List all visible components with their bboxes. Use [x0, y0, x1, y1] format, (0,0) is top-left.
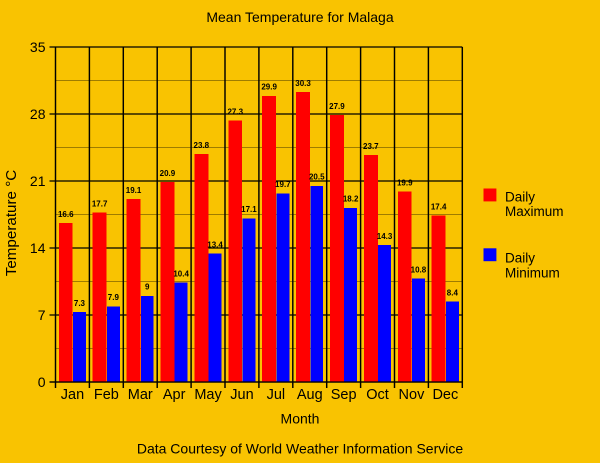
svg-text:0: 0: [38, 374, 46, 390]
svg-text:Daily: Daily: [505, 190, 535, 205]
svg-text:27.9: 27.9: [329, 102, 345, 111]
svg-text:10.4: 10.4: [173, 269, 189, 278]
svg-text:7.9: 7.9: [108, 293, 120, 302]
svg-text:13.4: 13.4: [207, 241, 223, 250]
svg-text:17.4: 17.4: [431, 202, 447, 211]
svg-text:23.8: 23.8: [194, 141, 210, 150]
svg-text:19.7: 19.7: [275, 180, 291, 189]
svg-text:Jan: Jan: [61, 387, 84, 403]
svg-text:7.3: 7.3: [74, 299, 86, 308]
svg-text:14: 14: [30, 240, 46, 256]
svg-text:18.2: 18.2: [343, 195, 359, 204]
svg-text:Mean Temperature for Malaga: Mean Temperature for Malaga: [206, 9, 393, 25]
svg-text:29.9: 29.9: [261, 83, 277, 92]
svg-text:Aug: Aug: [297, 387, 323, 403]
svg-text:Feb: Feb: [94, 387, 119, 403]
svg-text:8.4: 8.4: [447, 288, 459, 297]
svg-text:Sep: Sep: [331, 387, 357, 403]
svg-text:35: 35: [30, 39, 46, 55]
svg-text:21: 21: [30, 173, 46, 189]
svg-text:16.6: 16.6: [58, 210, 74, 219]
svg-text:17.7: 17.7: [92, 199, 108, 208]
svg-text:Maximum: Maximum: [505, 204, 564, 219]
svg-text:30.3: 30.3: [295, 79, 311, 88]
svg-text:Nov: Nov: [399, 387, 426, 403]
svg-text:7: 7: [38, 307, 46, 323]
svg-text:19.1: 19.1: [126, 186, 142, 195]
svg-text:19.9: 19.9: [397, 178, 413, 187]
svg-text:Minimum: Minimum: [505, 266, 560, 281]
svg-text:20.9: 20.9: [160, 169, 176, 178]
svg-text:Month: Month: [281, 410, 320, 426]
svg-text:9: 9: [145, 283, 150, 292]
svg-text:23.7: 23.7: [363, 142, 379, 151]
svg-text:20.5: 20.5: [309, 173, 325, 182]
svg-text:17.1: 17.1: [241, 205, 257, 214]
svg-text:Apr: Apr: [163, 387, 186, 403]
svg-text:10.8: 10.8: [411, 265, 427, 274]
svg-text:27.3: 27.3: [227, 108, 243, 117]
svg-text:Daily: Daily: [505, 250, 535, 265]
svg-text:Data Courtesy of World Weather: Data Courtesy of World Weather Informati…: [137, 440, 464, 456]
svg-text:Jul: Jul: [267, 387, 286, 403]
svg-text:14.3: 14.3: [377, 232, 393, 241]
svg-text:Dec: Dec: [432, 387, 458, 403]
svg-text:Oct: Oct: [366, 387, 389, 403]
svg-text:Temperature °C: Temperature °C: [3, 170, 20, 277]
svg-text:Mar: Mar: [128, 387, 153, 403]
svg-text:Jun: Jun: [230, 387, 253, 403]
svg-text:May: May: [194, 387, 222, 403]
svg-text:28: 28: [30, 106, 46, 122]
